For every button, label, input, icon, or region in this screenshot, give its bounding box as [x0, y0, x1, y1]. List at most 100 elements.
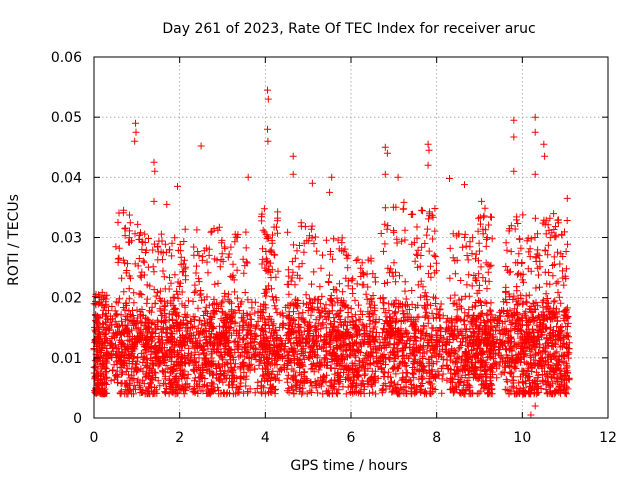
data-point	[152, 349, 160, 357]
data-point	[546, 325, 554, 333]
data-point	[545, 381, 553, 389]
data-point	[132, 128, 140, 136]
data-point	[285, 308, 293, 316]
data-point	[548, 380, 556, 388]
data-point	[203, 258, 211, 266]
data-point	[563, 344, 571, 352]
data-point	[103, 291, 111, 299]
data-point	[431, 372, 439, 380]
data-point	[202, 244, 210, 252]
data-point	[195, 278, 203, 286]
data-point	[489, 355, 497, 362]
data-point	[269, 382, 277, 390]
data-point	[326, 382, 334, 390]
data-point	[200, 354, 208, 362]
data-point	[342, 346, 350, 354]
data-point	[356, 387, 364, 395]
data-point	[205, 251, 213, 259]
data-point	[125, 307, 133, 315]
data-point	[562, 312, 570, 320]
data-point	[327, 334, 335, 342]
data-point	[107, 321, 115, 329]
data-point	[204, 309, 211, 317]
data-point	[177, 260, 185, 268]
data-point	[334, 344, 342, 352]
data-point	[246, 366, 254, 374]
data-point	[149, 375, 157, 383]
data-point	[302, 291, 310, 299]
data-point	[381, 380, 389, 388]
data-point	[169, 330, 177, 338]
data-point	[424, 161, 432, 169]
data-point	[295, 331, 303, 339]
data-point	[135, 381, 143, 389]
data-point	[357, 349, 365, 356]
data-point	[231, 318, 239, 326]
data-point	[223, 311, 231, 319]
data-point	[157, 230, 165, 238]
data-point	[360, 359, 368, 367]
data-point	[181, 225, 189, 233]
data-point	[181, 351, 189, 359]
data-point	[221, 349, 229, 356]
data-point	[541, 247, 549, 255]
data-point	[178, 288, 186, 296]
data-point	[343, 332, 351, 340]
data-point	[208, 361, 216, 368]
data-point	[150, 158, 158, 166]
data-point	[520, 353, 527, 361]
data-point	[511, 305, 519, 313]
data-point	[319, 390, 327, 398]
data-point	[108, 303, 116, 310]
data-point	[395, 361, 403, 369]
data-point	[465, 271, 473, 279]
data-point	[287, 339, 295, 347]
data-point	[532, 343, 540, 351]
data-point	[563, 304, 571, 312]
data-point	[502, 295, 509, 303]
data-point	[444, 337, 452, 345]
data-point	[132, 338, 140, 346]
data-point	[352, 388, 360, 396]
data-point	[446, 294, 454, 302]
data-point	[190, 367, 198, 375]
data-point	[382, 361, 389, 368]
data-point	[438, 364, 445, 372]
data-point	[318, 292, 326, 300]
data-point	[275, 376, 283, 384]
data-point	[204, 269, 212, 277]
data-point	[430, 349, 438, 357]
data-point	[546, 214, 554, 222]
data-point	[397, 325, 405, 333]
data-point	[220, 329, 228, 337]
data-point	[332, 326, 340, 334]
data-point	[501, 385, 509, 393]
data-point	[142, 355, 150, 363]
data-point	[218, 354, 226, 362]
data-point	[246, 327, 254, 335]
data-point	[417, 293, 425, 301]
data-point	[543, 373, 551, 381]
data-point	[444, 323, 452, 331]
data-point	[190, 289, 198, 296]
data-point	[171, 325, 179, 332]
data-point	[534, 230, 541, 238]
data-point	[559, 267, 566, 275]
data-point	[228, 307, 235, 315]
data-point	[429, 235, 437, 243]
data-point	[156, 305, 164, 313]
data-point	[366, 389, 373, 397]
data-point	[154, 377, 162, 385]
data-point	[174, 340, 182, 348]
data-point	[399, 301, 406, 309]
data-point	[563, 194, 571, 202]
data-point	[334, 354, 342, 362]
data-point	[229, 381, 237, 389]
data-point	[522, 292, 530, 300]
data-point	[402, 302, 410, 310]
data-point	[395, 389, 403, 397]
data-point	[557, 372, 564, 380]
data-point	[325, 279, 333, 286]
data-point	[371, 319, 379, 327]
data-point	[339, 383, 347, 391]
